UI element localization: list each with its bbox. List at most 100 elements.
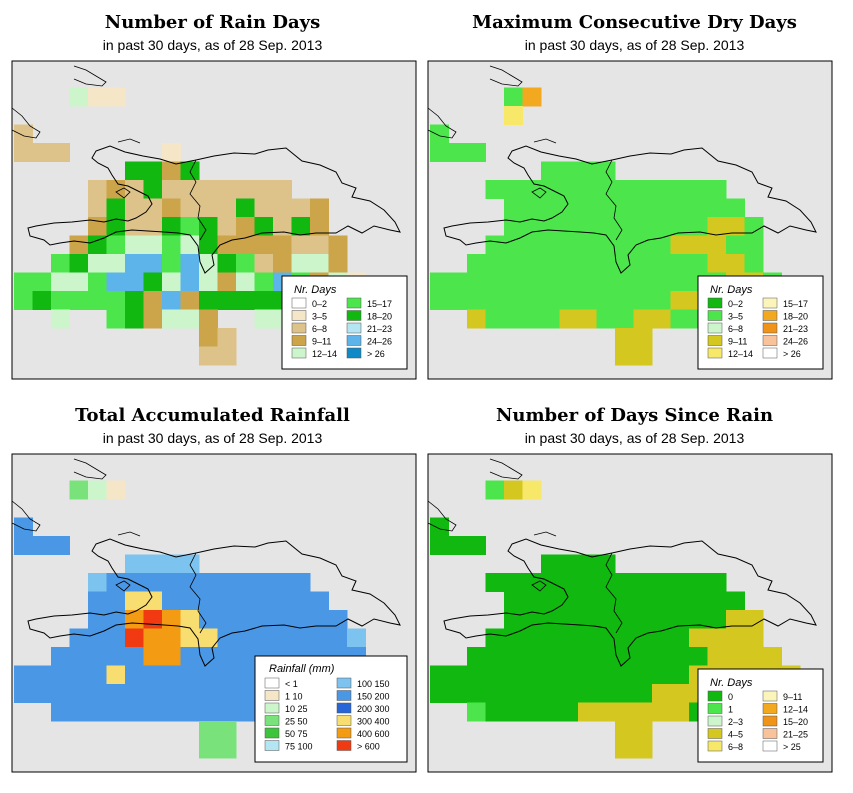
legend-swatch (264, 677, 280, 689)
grid-cell (125, 665, 144, 685)
grid-cell (652, 628, 671, 648)
grid-cell (615, 591, 634, 611)
grid-cell (485, 235, 505, 255)
legend-label: 21–23 (367, 324, 392, 334)
grid-cell (504, 254, 523, 273)
grid-cell (51, 143, 70, 162)
grid-cell (143, 684, 163, 703)
legend-label: 9–11 (312, 337, 331, 347)
grid-cell (14, 291, 33, 310)
legend-swatch (762, 297, 778, 309)
grid-cell (633, 647, 653, 666)
grid-cell (125, 217, 144, 236)
grid-cell (652, 647, 671, 666)
grid-cell (578, 647, 597, 666)
grid-cell (69, 480, 89, 500)
grid-cell (430, 291, 449, 310)
grid-cell (180, 573, 200, 592)
grid-cell (596, 180, 616, 199)
grid-cell (125, 647, 144, 666)
grid-cell (106, 198, 126, 218)
grid-cell (578, 198, 597, 218)
legend-label: 6–8 (728, 742, 743, 752)
grid-cell (347, 628, 366, 648)
grid-cell (291, 254, 311, 273)
grid-cell (467, 291, 486, 310)
legend-label: 0 (728, 692, 733, 702)
grid-cell (726, 647, 745, 666)
grid-cell (199, 291, 218, 310)
legend-swatch (762, 728, 778, 739)
grid-cell (504, 198, 523, 218)
grid-cell (670, 180, 690, 199)
legend-label: > 26 (783, 349, 801, 359)
island-outline-gonave (531, 187, 547, 199)
grid-cell (504, 628, 523, 648)
island-outline (27, 538, 401, 667)
grid-cell (162, 684, 181, 703)
legend-swatch (707, 335, 723, 346)
grid-cell (633, 254, 653, 273)
legend-swatch (762, 690, 778, 702)
grid-cell (689, 647, 708, 666)
grid-cell (596, 628, 616, 648)
legend-background (254, 655, 408, 763)
grid-cell (143, 573, 163, 592)
legend-swatch (762, 715, 778, 727)
legend-swatch (762, 335, 778, 346)
grid-cell (578, 254, 597, 273)
grid-cell (596, 684, 616, 703)
legend-swatch (707, 297, 723, 309)
legend-label: 75 100 (285, 742, 313, 752)
grid-cell (430, 124, 449, 144)
grid-cell (559, 198, 579, 218)
grid-cell (254, 610, 274, 629)
map-days-since-rain: Nr. Days 0 1 2–3 4–5 6–8 9–11 12–14 15–20 21–25 >… (427, 453, 833, 773)
grid-cell (633, 291, 653, 310)
legend-label: 18–20 (367, 312, 392, 322)
grid-cell (485, 254, 505, 273)
grid-cell (541, 235, 560, 255)
grid-cell (467, 309, 486, 329)
grid-cell (143, 702, 163, 722)
grid-cell (199, 217, 218, 236)
island-outline-north (489, 458, 523, 480)
grid-cell (707, 217, 727, 236)
grid-cell (254, 309, 274, 329)
grid-cell (633, 309, 653, 329)
grid-cell (254, 628, 274, 648)
panel-subtitle: in past 30 days, as of 28 Sep. 2013 (102, 37, 323, 53)
grid-cell (143, 554, 163, 574)
grid-cell (670, 217, 690, 236)
grid-cell (504, 665, 523, 685)
island-outline-west (427, 107, 457, 139)
grid-cell (143, 272, 163, 292)
grid-cell (596, 554, 616, 574)
grid-cell (69, 647, 89, 666)
grid-cell (180, 554, 200, 574)
grid-cell (106, 647, 126, 666)
grid-cell (328, 628, 348, 648)
panel-subtitle: in past 30 days, as of 28 Sep. 2013 (524, 37, 745, 53)
grid-cell (69, 291, 89, 310)
grid-cell (541, 254, 560, 273)
grid-cell (254, 235, 274, 255)
island-outline-north (489, 65, 523, 87)
grid-cell (199, 721, 218, 740)
grid-cell (504, 106, 523, 125)
island-outline-west (11, 107, 41, 139)
legend-label: 0–2 (312, 299, 327, 309)
grid-cell (32, 536, 52, 555)
grid-cell (578, 665, 597, 685)
grid-cell (652, 254, 671, 273)
island-outline-tortuga (533, 138, 557, 144)
grid-cell (217, 702, 237, 722)
legend-swatch (291, 322, 307, 334)
grid-cell (32, 272, 52, 292)
legend-swatch (707, 322, 723, 334)
grid-cell (430, 272, 449, 292)
grid-cell (633, 573, 653, 592)
grid-cell (69, 272, 89, 292)
grid-cell (162, 610, 181, 629)
grid-cell (217, 291, 237, 310)
